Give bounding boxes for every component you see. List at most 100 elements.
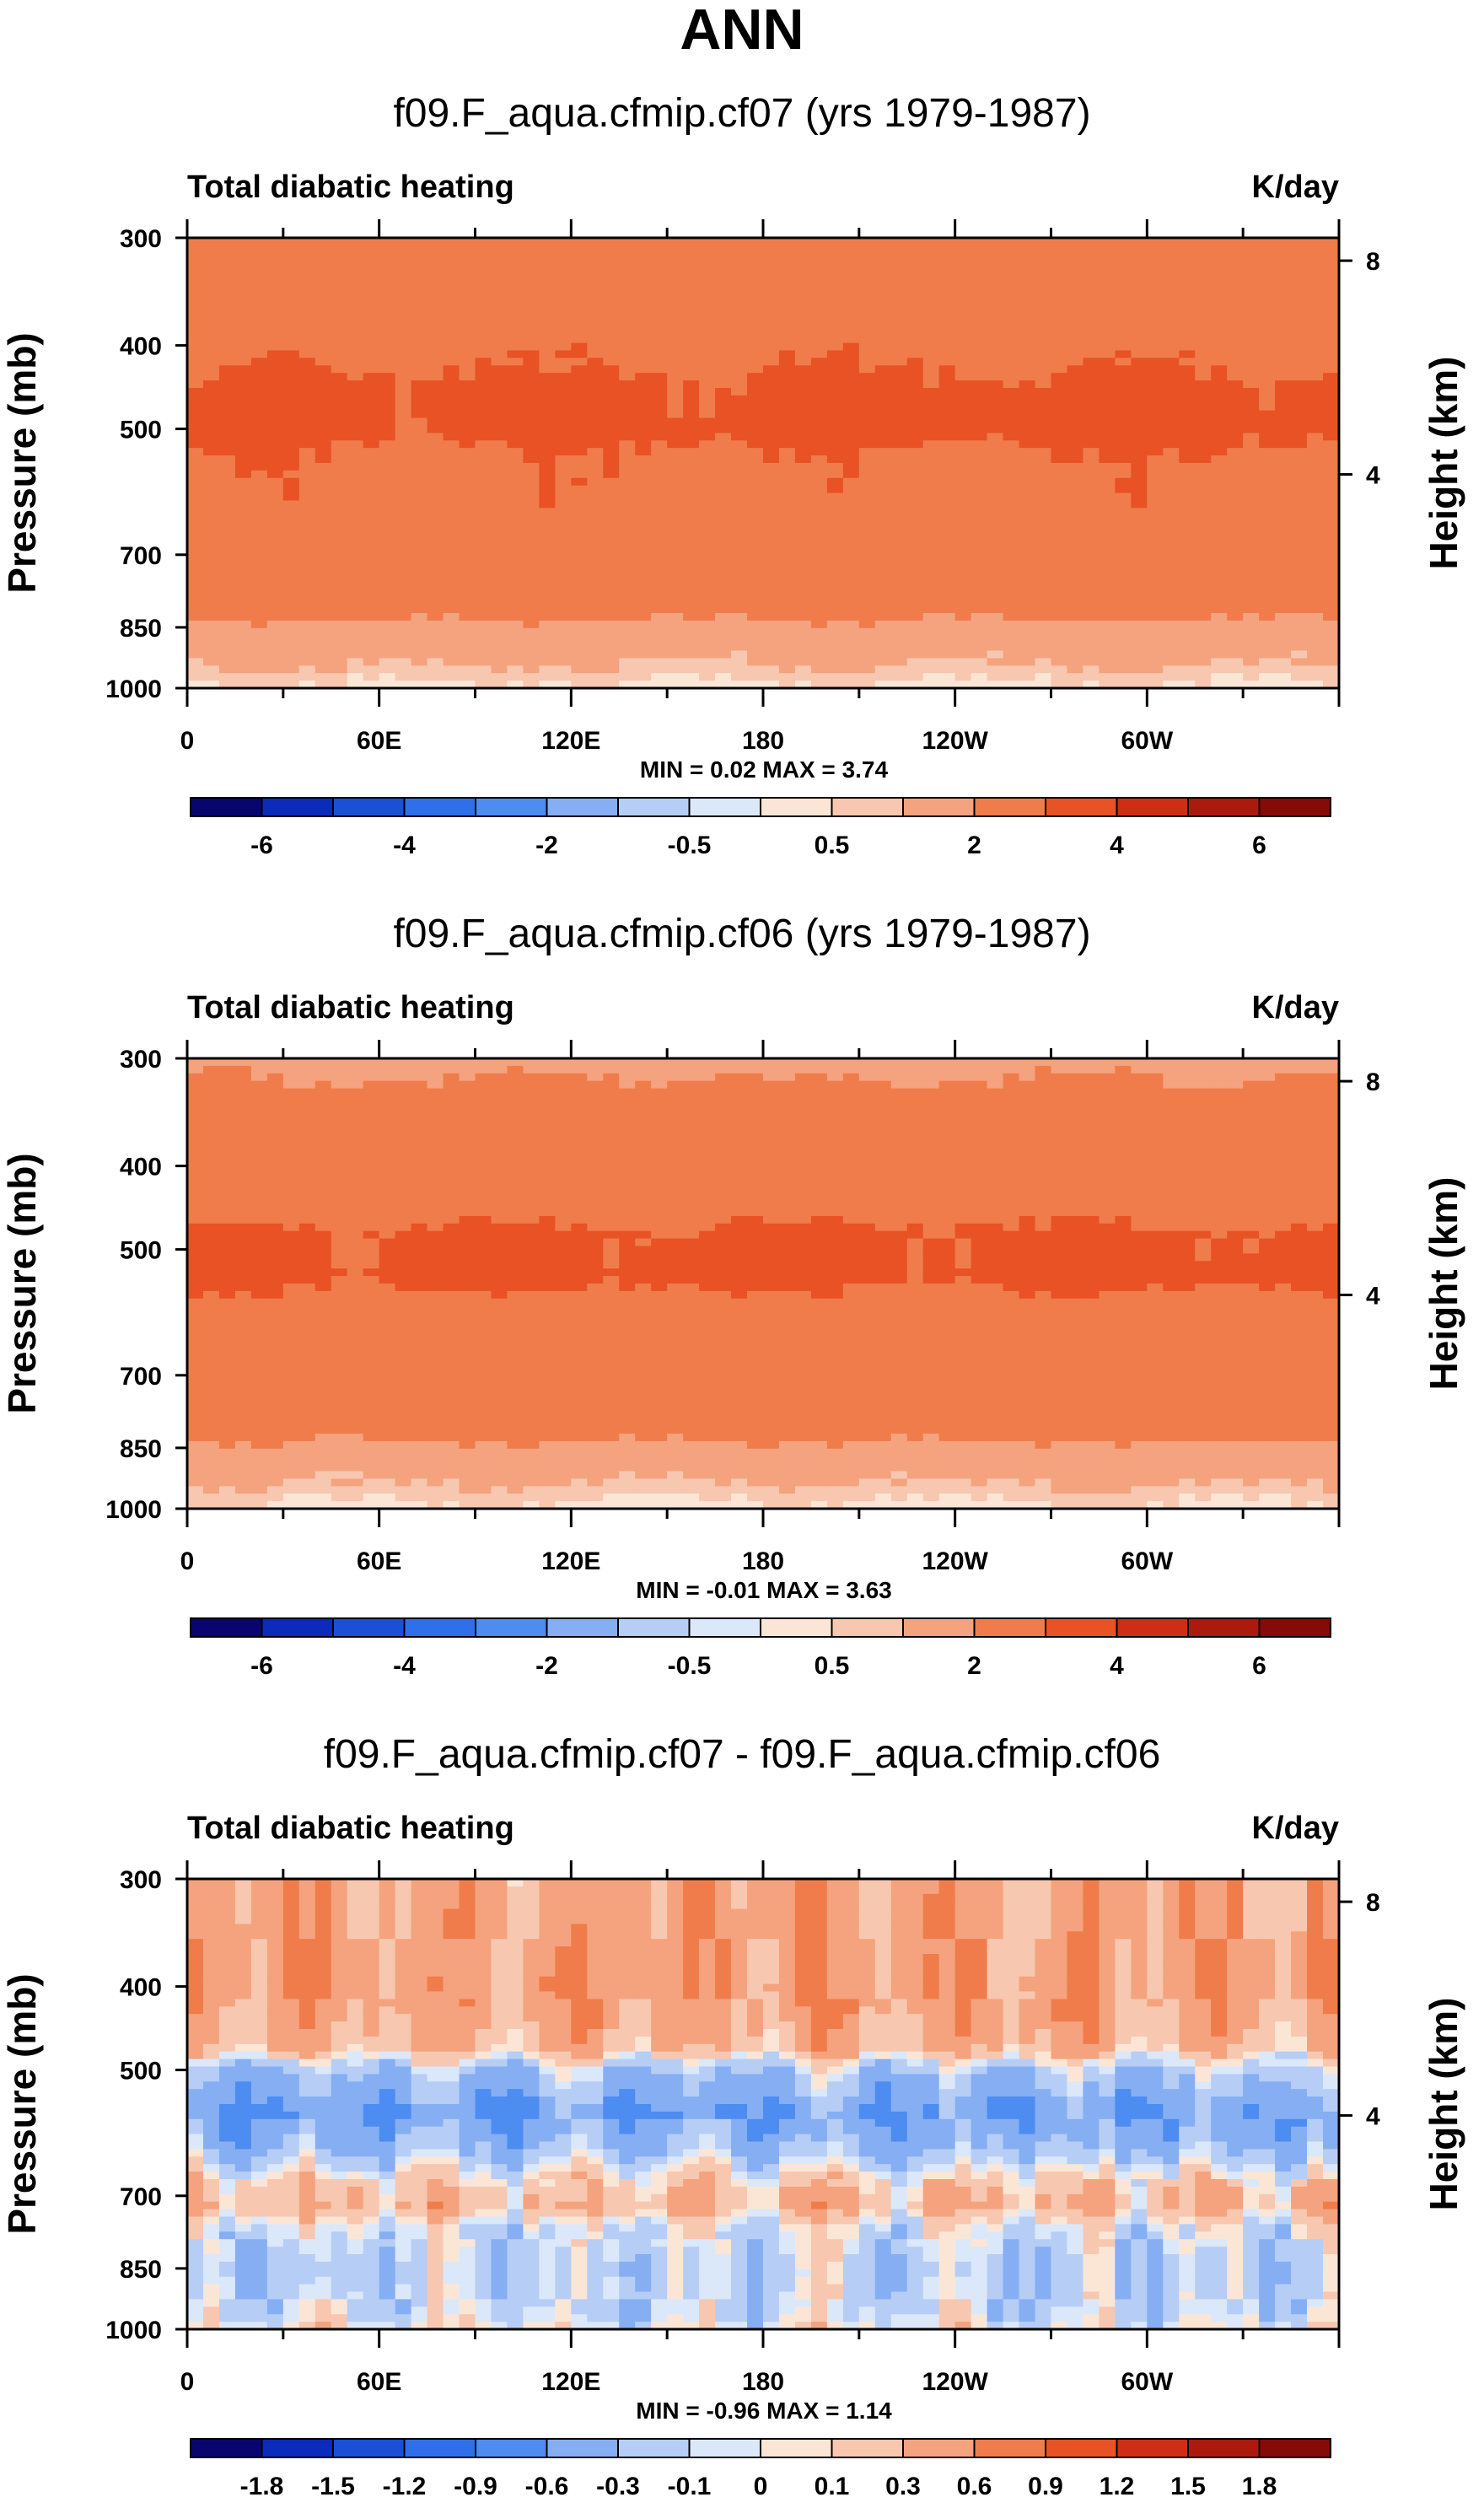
field-cell <box>1083 545 1100 554</box>
field-cell <box>794 417 812 427</box>
field-cell <box>298 425 316 433</box>
field-cell <box>1035 620 1052 629</box>
field-cell <box>555 245 572 254</box>
field-cell <box>1275 365 1292 374</box>
field-cell <box>1003 492 1020 502</box>
field-cell <box>187 1193 204 1202</box>
field-cell <box>1227 238 1244 246</box>
field-cell <box>1019 350 1036 358</box>
field-cell <box>874 417 892 427</box>
field-cell <box>858 605 876 614</box>
field-cell <box>1019 635 1036 644</box>
field-cell <box>747 433 764 441</box>
field-cell <box>379 500 396 509</box>
field-cell <box>298 1230 316 1240</box>
colorbar-box <box>1045 797 1118 817</box>
field-cell <box>218 1336 236 1344</box>
field-cell <box>282 1171 300 1179</box>
field-cell <box>282 1253 300 1262</box>
field-cell <box>282 305 300 314</box>
field-cell <box>1179 545 1196 554</box>
field-cell <box>826 500 844 509</box>
field-cell <box>187 283 204 291</box>
field-cell <box>1211 320 1228 329</box>
field-cell <box>651 395 668 404</box>
field-cell <box>826 627 844 637</box>
field-cell <box>794 267 812 277</box>
field-cell <box>331 440 348 449</box>
field-cell <box>794 342 812 352</box>
field-cell <box>715 560 732 569</box>
field-cell <box>1019 365 1036 374</box>
field-cell <box>282 448 300 456</box>
field-cell <box>1035 267 1052 277</box>
field-cell <box>619 410 636 419</box>
field-cell <box>1307 320 1324 329</box>
field-cell <box>1307 620 1324 629</box>
field-cell <box>282 275 300 283</box>
field-cell <box>315 1426 332 1434</box>
field-cell <box>731 620 748 629</box>
field-cell <box>667 575 684 584</box>
field-cell <box>1227 455 1244 464</box>
field-cell <box>906 395 924 404</box>
field-cell <box>890 365 908 374</box>
field-cell <box>1051 500 1068 509</box>
field-cell <box>922 545 940 554</box>
field-cell <box>1307 267 1324 277</box>
field-cell <box>266 1343 284 1352</box>
field-cell <box>747 313 764 321</box>
field-cell <box>234 598 252 606</box>
field-cell <box>858 470 876 479</box>
field-cell <box>587 402 604 412</box>
field-cell <box>202 508 220 516</box>
field-cell <box>298 538 316 546</box>
field-cell <box>379 643 396 652</box>
field-cell <box>571 643 588 652</box>
field-cell <box>363 492 380 502</box>
field-cell <box>874 568 892 577</box>
field-cell <box>890 373 908 381</box>
field-cell <box>266 1246 284 1254</box>
field-cell <box>1035 342 1052 352</box>
field-cell <box>363 380 380 389</box>
field-cell <box>1019 508 1036 516</box>
field-cell <box>427 627 444 637</box>
field-cell <box>1291 380 1308 389</box>
field-cell <box>187 613 204 622</box>
field-cell <box>315 1343 332 1352</box>
field-cell <box>1275 433 1292 441</box>
field-cell <box>571 613 588 622</box>
field-cell <box>874 305 892 314</box>
field-cell <box>218 538 236 546</box>
field-cell <box>1275 650 1292 659</box>
field-cell <box>1035 373 1052 381</box>
field-cell <box>1243 290 1260 299</box>
field-cell <box>459 470 476 479</box>
field-cell <box>794 477 812 487</box>
field-cell <box>459 238 476 246</box>
field-cell <box>187 1305 204 1315</box>
field-cell <box>1083 477 1100 487</box>
field-cell <box>331 1359 348 1367</box>
field-cell <box>1051 485 1068 494</box>
field-cell <box>842 267 860 277</box>
field-cell <box>619 613 636 622</box>
field-cell <box>459 410 476 419</box>
field-cell <box>954 252 972 261</box>
field-cell <box>539 267 556 277</box>
field-cell <box>298 650 316 659</box>
field-cell <box>298 1253 316 1262</box>
field-cell <box>187 1223 204 1232</box>
field-cell <box>427 298 444 306</box>
field-cell <box>1259 560 1276 569</box>
field-cell <box>202 643 220 652</box>
field-cell <box>954 283 972 291</box>
field-cell <box>731 417 748 427</box>
field-cell <box>794 433 812 441</box>
field-cell <box>1307 260 1324 269</box>
field-cell <box>810 568 828 577</box>
field-cell <box>331 410 348 419</box>
field-cell <box>810 643 828 652</box>
field-cell <box>1147 275 1164 283</box>
